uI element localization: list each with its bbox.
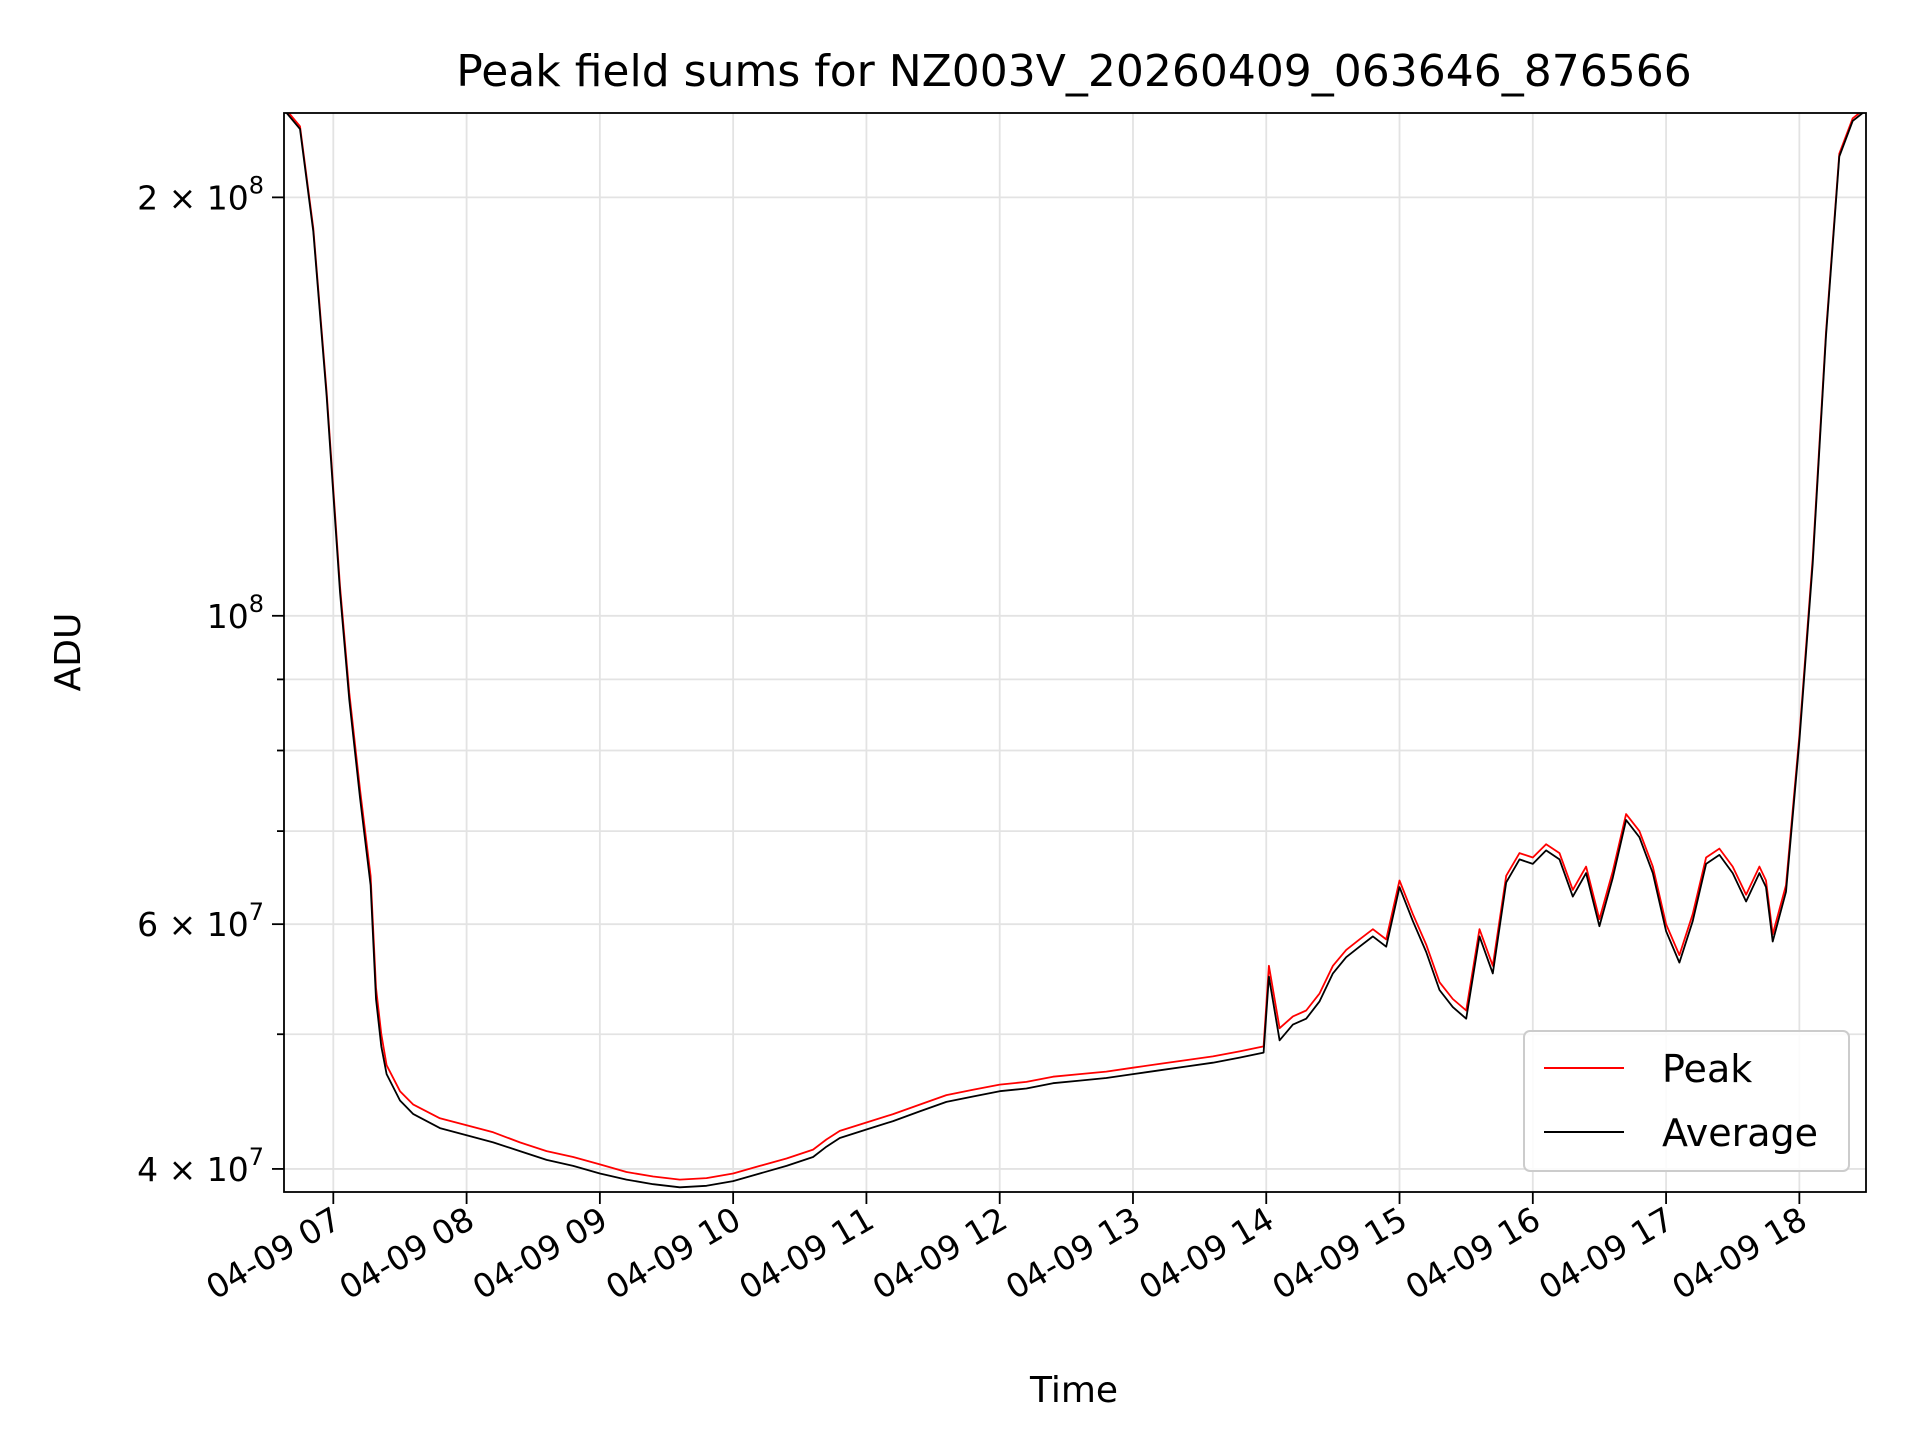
y-tick-base: 2 × 10 [137,178,249,217]
y-tick-exponent: 7 [249,898,264,926]
legend: Peak Average [1523,1030,1850,1172]
y-tick-label: 108 [207,590,264,636]
x-tick-label: 04-09 10 [599,1199,747,1307]
x-tick-label: 04-09 18 [1665,1199,1813,1307]
y-tick-exponent: 7 [249,1143,264,1171]
series-line-average [286,113,1865,1189]
y-tick-exponent: 8 [249,590,264,618]
x-tick-label: 04-09 08 [333,1199,481,1307]
series-line-peak [287,113,1861,1181]
y-tick-label: 2 × 108 [137,171,264,217]
x-tick-label: 04-09 16 [1399,1199,1547,1307]
series-layer [286,113,1865,1189]
y-tick-exponent: 8 [249,171,264,199]
x-tick-label: 04-09 09 [466,1199,614,1307]
y-tick-base: 4 × 10 [137,1150,249,1189]
y-tick-base: 10 [207,597,249,636]
x-tick-label: 04-09 15 [1266,1199,1414,1307]
x-tick-label: 04-09 13 [999,1199,1147,1307]
chart-title: Peak field sums for NZ003V_20260409_0636… [456,46,1691,97]
x-tick-label: 04-09 17 [1532,1199,1680,1307]
y-axis-label: ADU [48,613,89,692]
y-tick-label: 4 × 107 [137,1143,264,1189]
plot-frame [283,112,1867,1193]
x-tick-label: 04-09 12 [866,1199,1014,1307]
legend-box [1523,1030,1850,1172]
y-tick-label: 6 × 107 [137,898,264,944]
legend-label-average: Average [1662,1111,1818,1155]
x-axis-label: Time [1029,1370,1118,1411]
x-tick-label: 04-09 11 [732,1199,880,1307]
x-tick-label: 04-09 07 [199,1199,347,1307]
x-tick-label: 04-09 14 [1132,1199,1280,1307]
y-tick-base: 6 × 10 [137,905,249,944]
legend-label-peak: Peak [1662,1047,1752,1091]
